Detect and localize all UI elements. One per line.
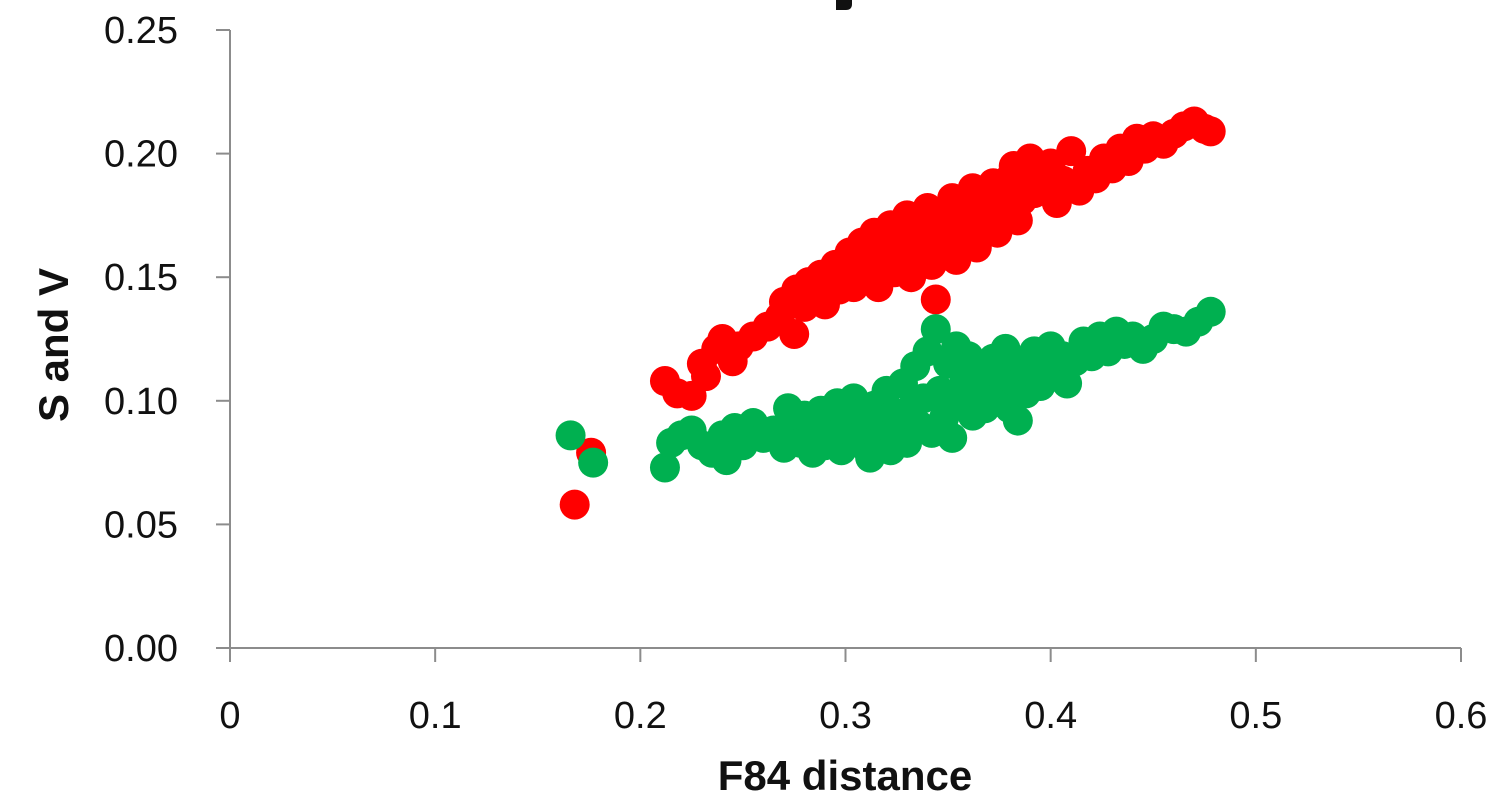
data-point-series-2 xyxy=(649,452,680,483)
data-point-series-1 xyxy=(1195,116,1226,147)
x-tick-label: 0.1 xyxy=(409,695,462,737)
y-tick-label: 0.25 xyxy=(104,10,178,52)
y-axis-ticks: 0.00 0.05 0.10 0.15 0.20 0.25 xyxy=(104,10,230,670)
data-point-series-2 xyxy=(1002,405,1033,436)
x-tick-label: 0.4 xyxy=(1024,695,1077,737)
data-point-series-2 xyxy=(555,420,586,451)
x-axis-title: F84 distance xyxy=(718,752,972,799)
data-point-series-2 xyxy=(578,447,609,478)
data-point-series-1 xyxy=(920,284,951,315)
data-point-series-1 xyxy=(1056,136,1087,167)
data-points xyxy=(555,106,1226,520)
y-tick-label: 0.15 xyxy=(104,257,178,299)
y-tick-label: 0.05 xyxy=(104,504,178,546)
y-axis-title: S and V xyxy=(30,268,77,422)
data-point-series-1 xyxy=(690,361,721,392)
y-tick-label: 0.10 xyxy=(104,381,178,423)
x-axis-ticks: 0 0.1 0.2 0.3 0.4 0.5 0.6 xyxy=(219,648,1487,737)
data-point-series-2 xyxy=(937,422,968,453)
title-fragment xyxy=(830,0,852,10)
x-tick-label: 0.5 xyxy=(1229,695,1282,737)
axes xyxy=(229,30,1461,649)
y-tick-label: 0.20 xyxy=(104,134,178,176)
x-tick-label: 0.6 xyxy=(1435,695,1488,737)
x-tick-label: 0 xyxy=(219,695,240,737)
data-point-series-2 xyxy=(1195,296,1226,327)
data-point-series-2 xyxy=(920,314,951,345)
y-tick-label: 0.00 xyxy=(104,628,178,670)
data-point-series-1 xyxy=(559,489,590,520)
x-tick-label: 0.3 xyxy=(819,695,872,737)
x-tick-label: 0.2 xyxy=(614,695,667,737)
data-point-series-1 xyxy=(779,319,810,350)
